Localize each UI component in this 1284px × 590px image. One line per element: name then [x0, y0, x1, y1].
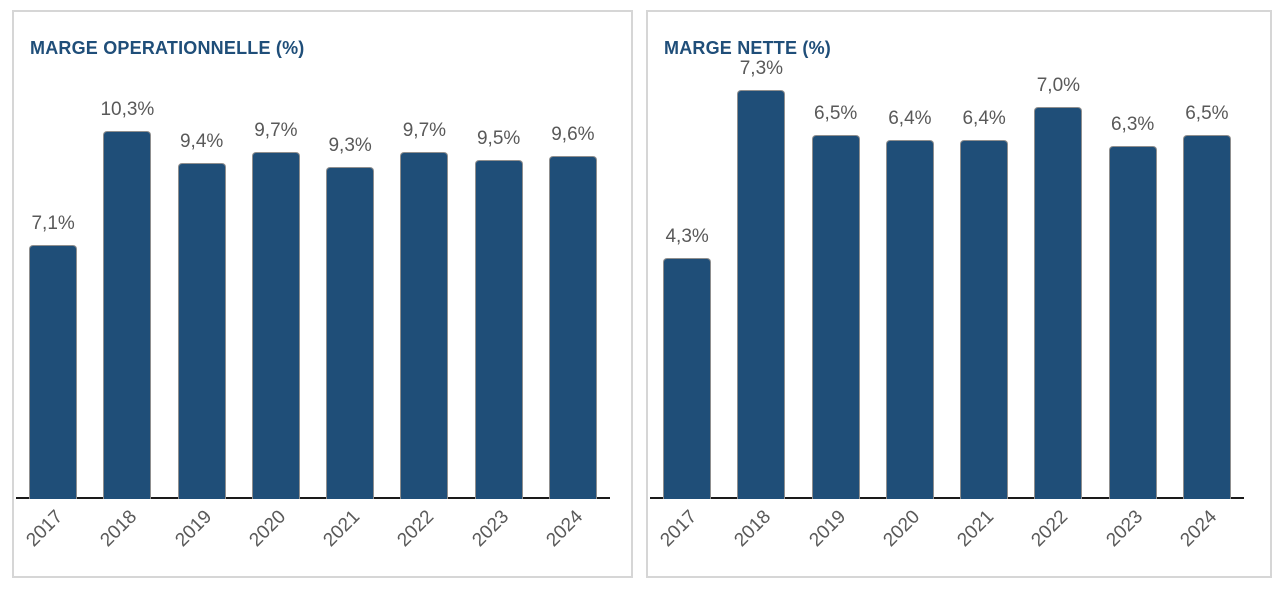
bar-2020	[885, 140, 934, 499]
bar-2024	[1182, 134, 1231, 499]
bar-2022	[400, 152, 449, 499]
value-label: 9,7%	[254, 120, 298, 142]
value-label: 9,4%	[179, 131, 224, 153]
x-axis-label: 2017	[22, 506, 68, 552]
bar-2023	[1108, 146, 1157, 499]
x-axis-label: 2023	[1102, 506, 1147, 552]
bar-2019	[811, 134, 860, 499]
bar-2024	[548, 156, 597, 499]
bar-2022	[1034, 106, 1083, 499]
bar-2023	[474, 159, 523, 499]
x-axis-label: 2022	[393, 506, 439, 552]
x-axis-label: 2021	[953, 506, 999, 552]
x-axis-label: 2021	[319, 506, 365, 552]
x-axis-label: 2024	[542, 506, 588, 552]
value-label: 6,4%	[962, 108, 1006, 130]
bar-2017	[663, 258, 712, 499]
value-label: 9,7%	[402, 120, 447, 142]
value-label: 9,5%	[476, 127, 521, 149]
value-label: 9,6%	[551, 124, 595, 146]
x-axis-line	[16, 497, 610, 499]
x-axis-label: 2020	[245, 506, 291, 552]
chart-title-marge-operationnelle: MARGE OPERATIONNELLE (%)	[30, 38, 305, 58]
value-label: 6,4%	[888, 108, 932, 130]
x-axis-label: 2020	[879, 506, 925, 552]
x-axis-label: 2018	[96, 506, 142, 552]
value-label: 4,3%	[665, 226, 709, 248]
x-axis-line	[650, 497, 1244, 499]
x-axis-label: 2019	[171, 506, 216, 552]
bar-2019	[177, 163, 226, 499]
value-label: 7,0%	[1036, 74, 1081, 96]
x-axis-label: 2018	[730, 506, 776, 552]
x-axis-label: 2023	[468, 506, 513, 552]
value-label: 7,1%	[31, 213, 75, 235]
chart-panel-marge-operationnelle: MARGE OPERATIONNELLE (%) 7,1% 2017 10,3% 20…	[12, 10, 633, 578]
x-axis-label: 2024	[1176, 506, 1222, 552]
value-label: 7,3%	[739, 58, 784, 79]
bar-2021	[960, 140, 1009, 499]
value-label: 10,3%	[100, 99, 155, 120]
x-axis-label: 2017	[656, 506, 702, 552]
x-axis-label: 2022	[1027, 506, 1073, 552]
bar-2020	[251, 152, 300, 499]
value-label: 9,3%	[328, 134, 372, 156]
bar-2018	[737, 90, 786, 499]
value-label: 6,5%	[1185, 102, 1229, 124]
chart-panel-marge-nette: MARGE NETTE (%) 4,3% 2017 7,3% 2018 6,5% 2019…	[646, 10, 1272, 578]
chart-title-marge-nette: MARGE NETTE (%)	[664, 38, 831, 58]
value-label: 6,5%	[813, 102, 858, 124]
bar-2021	[326, 166, 375, 499]
x-axis-label: 2019	[805, 506, 850, 552]
value-label: 6,3%	[1110, 114, 1155, 136]
bar-chart-marge-nette: 4,3% 2017 7,3% 2018 6,5% 2019 6,4% 2020 6,4% 2021…	[650, 12, 1244, 551]
bar-chart-marge-operationnelle: 7,1% 2017 10,3% 2018 9,4% 2019 9,7% 2020 9,3% 202…	[16, 12, 610, 551]
bar-2018	[103, 131, 152, 499]
bar-2017	[29, 245, 78, 499]
